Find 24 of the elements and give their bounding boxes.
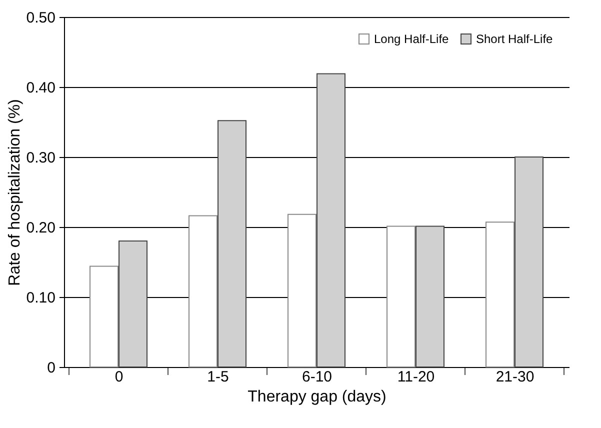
- y-tick-label: 0.30: [26, 150, 56, 166]
- bar: [288, 214, 316, 368]
- y-tick-label: 0.40: [26, 80, 56, 96]
- y-tick-label: 0.10: [26, 290, 56, 306]
- x-tick-label: 1-5: [207, 368, 229, 386]
- x-tick-label: 11-20: [397, 368, 435, 386]
- bar: [514, 156, 544, 368]
- x-axis-title: Therapy gap (days): [248, 388, 386, 406]
- legend-label: Short Half-Life: [476, 32, 554, 46]
- bar: [118, 240, 148, 368]
- bar: [386, 226, 416, 368]
- y-tick-label: 0.20: [26, 220, 56, 236]
- y-axis-title: Rate of hospitalization (%): [6, 99, 24, 286]
- bar: [218, 120, 246, 368]
- legend-label: Long Half-Life: [374, 32, 450, 46]
- x-tick-label: 6-10: [302, 368, 332, 386]
- bar: [316, 73, 346, 368]
- bar: [416, 226, 444, 368]
- x-tick-label: 21-30: [496, 368, 534, 386]
- bar: [188, 215, 218, 368]
- x-tick-label: 0: [114, 368, 124, 386]
- bar: [486, 222, 514, 368]
- bar: [90, 266, 118, 368]
- y-tick-label: 0.50: [26, 10, 56, 26]
